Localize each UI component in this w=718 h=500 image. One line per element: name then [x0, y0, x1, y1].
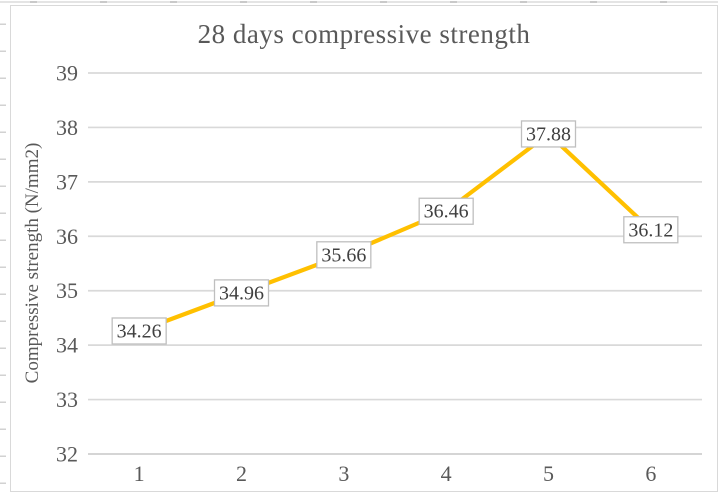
y-tick-label: 37 — [56, 169, 78, 194]
chart-title: 28 days compressive strength — [197, 19, 531, 49]
x-tick-label: 6 — [645, 461, 656, 486]
y-tick-label: 39 — [56, 61, 78, 86]
y-tick-label: 38 — [56, 115, 78, 140]
data-label: 34.96 — [219, 282, 264, 304]
data-label-box — [418, 197, 474, 225]
data-label-box — [623, 216, 679, 244]
data-label-box — [520, 120, 577, 148]
y-tick-label: 36 — [56, 224, 78, 249]
data-label: 37.88 — [526, 123, 571, 145]
x-tick-label: 2 — [236, 461, 247, 486]
spreadsheet-top-edge — [0, 1, 718, 3]
data-label: 36.46 — [424, 201, 469, 223]
y-tick-label: 33 — [56, 387, 78, 412]
spreadsheet-left-edge — [0, 0, 6, 500]
x-tick-label: 4 — [441, 461, 452, 486]
x-tick-label: 3 — [338, 461, 349, 486]
data-label: 35.66 — [321, 244, 366, 266]
x-tick-label: 1 — [134, 461, 145, 486]
y-tick-label: 32 — [56, 442, 78, 467]
data-label: 36.12 — [628, 219, 673, 241]
y-tick-label: 35 — [56, 278, 78, 303]
y-tick-label: 34 — [56, 333, 78, 358]
data-label: 34.26 — [117, 320, 162, 342]
data-label-box — [111, 317, 167, 345]
data-label-box — [213, 279, 270, 307]
data-label-box — [316, 241, 372, 269]
x-tick-label: 5 — [543, 461, 554, 486]
